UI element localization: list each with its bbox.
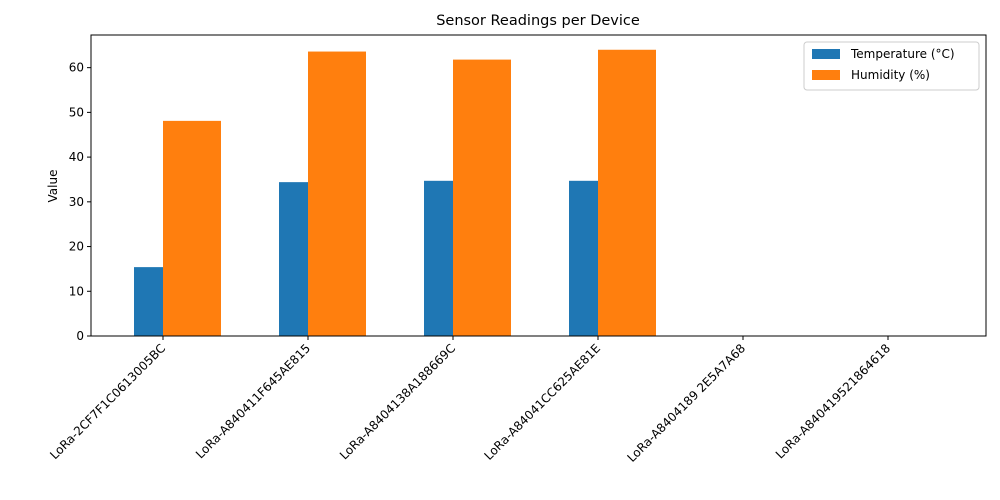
legend-box — [803, 41, 980, 91]
y-tick-label: 40 — [69, 150, 84, 164]
bar-humidity-0 — [163, 120, 221, 336]
bar-temperature-1 — [279, 182, 308, 336]
plot-frame — [90, 34, 987, 337]
legend: Temperature (°C) Humidity (%) — [803, 41, 980, 91]
bar-temperature-2 — [424, 180, 453, 336]
legend-label: Humidity (%) — [851, 68, 930, 82]
bar-humidity-2 — [453, 59, 511, 336]
y-tick-label: 50 — [69, 105, 84, 119]
x-axis: LoRa-2CF7F1C0613005BC LoRa-A840411F645AE8… — [47, 336, 893, 465]
bar-humidity-3 — [598, 49, 656, 337]
y-axis-label: Value — [46, 170, 60, 203]
y-tick-label: 30 — [69, 195, 84, 209]
y-tick-label: 10 — [69, 284, 84, 298]
x-tick-label: LoRa-A840411F645AE815 — [193, 341, 313, 461]
y-tick-label: 0 — [76, 329, 84, 343]
bars-group — [134, 49, 656, 337]
legend-swatch — [812, 70, 840, 80]
y-tick-label: 60 — [69, 61, 84, 75]
bar-temperature-0 — [134, 267, 163, 336]
y-axis: 0 10 20 30 40 50 60 — [69, 61, 91, 343]
legend-label: Temperature (°C) — [850, 47, 955, 61]
x-tick-label: LoRa-A8404189 2E5A7A68 — [624, 341, 748, 465]
x-tick-label: LoRa-2CF7F1C0613005BC — [47, 341, 168, 462]
x-tick-label: LoRa-A840419521864618 — [773, 341, 893, 461]
y-tick-label: 20 — [69, 240, 84, 254]
x-tick-label: LoRa-A84041CC625AE81E — [481, 341, 603, 463]
x-tick-label: LoRa-A8404138A188669C — [337, 341, 458, 462]
bar-humidity-1 — [308, 51, 366, 337]
bar-temperature-3 — [569, 180, 598, 336]
legend-swatch — [812, 49, 840, 59]
chart-title: Sensor Readings per Device — [436, 13, 640, 29]
